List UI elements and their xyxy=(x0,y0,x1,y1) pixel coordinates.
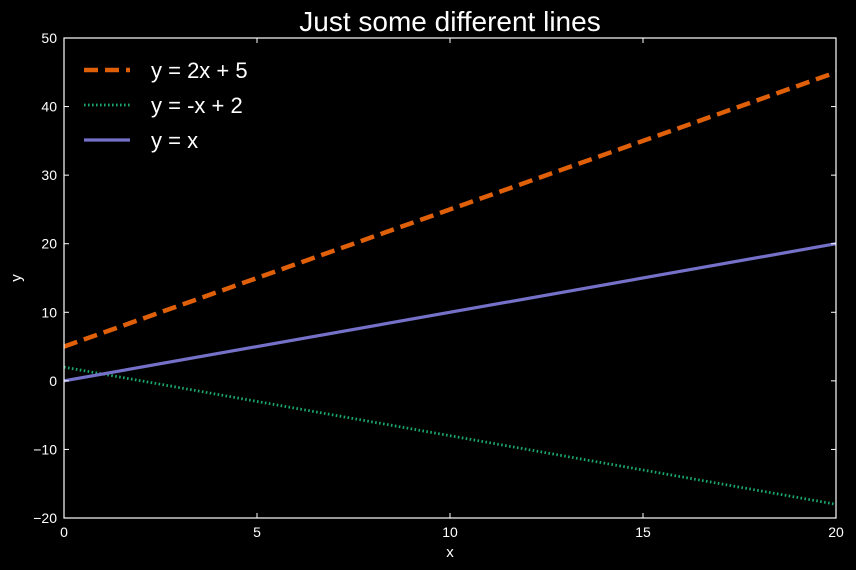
y-tick-label: 40 xyxy=(41,99,57,115)
ticks-layer: 0 5 10 15 20 −20 −10 0 10 20 30 40 50 xyxy=(33,30,844,540)
legend: y = 2x + 5 y = -x + 2 y = x xyxy=(84,58,248,153)
legend-label-1: y = 2x + 5 xyxy=(151,58,248,83)
y-tick-label: 0 xyxy=(49,373,57,389)
chart-title: Just some different lines xyxy=(299,6,600,37)
x-tick-label: 10 xyxy=(442,524,458,540)
y-tick-label: 50 xyxy=(41,30,57,46)
series-line-2 xyxy=(63,365,837,506)
series-line-3 xyxy=(63,242,837,383)
y-tick-label: 20 xyxy=(41,236,57,252)
x-tick-label: 15 xyxy=(635,524,651,540)
y-tick-label: −10 xyxy=(33,441,57,457)
legend-label-3: y = x xyxy=(151,128,198,153)
series-line-1 xyxy=(63,70,837,349)
x-tick-label: 20 xyxy=(828,524,844,540)
y-tick-label: 10 xyxy=(41,304,57,320)
legend-label-2: y = -x + 2 xyxy=(151,93,243,118)
series-layer xyxy=(63,70,837,506)
x-axis-label: x xyxy=(446,544,454,561)
x-tick-label: 0 xyxy=(60,524,68,540)
x-tick-label: 5 xyxy=(253,524,261,540)
y-tick-label: −20 xyxy=(33,510,57,526)
y-tick-label: 30 xyxy=(41,167,57,183)
y-axis-label: y xyxy=(8,274,25,282)
